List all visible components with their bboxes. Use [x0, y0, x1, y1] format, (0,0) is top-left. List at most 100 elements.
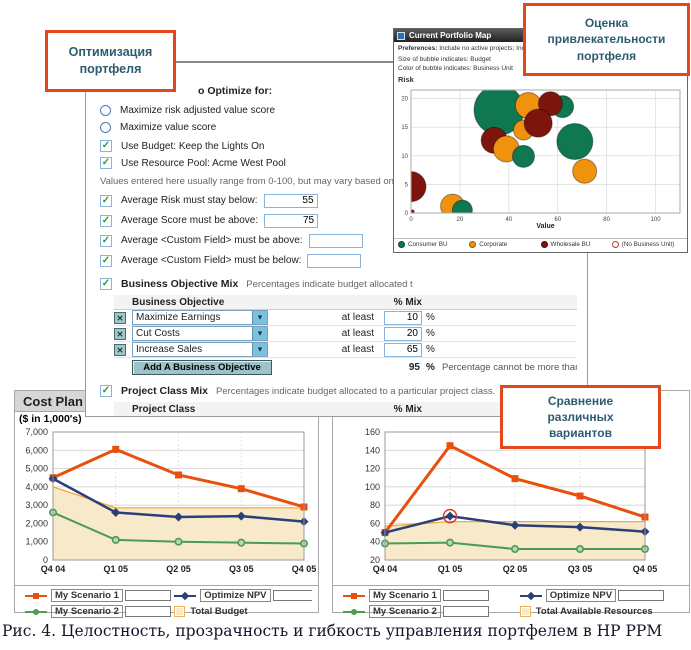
- chevron-down-icon[interactable]: ▾: [252, 327, 267, 340]
- checkbox-row-resource-pool[interactable]: ✓ Use Resource Pool: Acme West Pool: [100, 156, 587, 170]
- svg-text:1,000: 1,000: [25, 537, 48, 547]
- legend-optimize-npv[interactable]: Optimize NPV: [174, 589, 312, 602]
- darkred-dot-icon: [540, 241, 548, 248]
- chevron-down-icon[interactable]: ▾: [252, 343, 267, 356]
- add-business-objective-button[interactable]: Add A Business Objective: [132, 359, 272, 375]
- checkbox[interactable]: ✓: [100, 194, 112, 207]
- window-title: Current Portfolio Map: [409, 31, 492, 40]
- svg-text:40: 40: [370, 537, 380, 547]
- constraint-label: Average <Custom Field> must be above:: [121, 235, 303, 246]
- objective-select[interactable]: Cut Costs ▾: [132, 326, 268, 341]
- cost-plan-units: ($ in 1,000's): [19, 413, 82, 425]
- checkbox[interactable]: ✓: [100, 254, 112, 267]
- svg-text:Q1 05: Q1 05: [103, 564, 128, 574]
- radio-button[interactable]: [100, 121, 111, 133]
- legend-scenario2[interactable]: My Scenario 2: [25, 605, 174, 618]
- bo-mix-table: Business Objective % Mix ✕ Maximize Earn…: [114, 295, 577, 376]
- mix-percent-input[interactable]: [384, 310, 422, 325]
- checkbox-row-budget[interactable]: ✓ Use Budget: Keep the Lights On: [100, 139, 587, 153]
- table-header: Project Class % Mix: [114, 402, 577, 416]
- highlight-ring: [442, 508, 458, 524]
- chevron-down-icon[interactable]: ▾: [252, 311, 267, 324]
- svg-text:0: 0: [43, 555, 48, 565]
- svg-text:160: 160: [365, 427, 380, 437]
- legend-scenario1[interactable]: My Scenario 1: [343, 589, 520, 602]
- checkbox[interactable]: ✓: [100, 234, 112, 247]
- constraint-input[interactable]: [264, 213, 319, 228]
- cost-plan-legend-left: My Scenario 1 Optimize NPV My Scenario 2…: [15, 585, 318, 618]
- svg-text:Q4 04: Q4 04: [373, 564, 398, 574]
- objective-select[interactable]: Increase Sales ▾: [132, 342, 268, 357]
- bubble-color-line: Color of bubble indicates: Business Unit: [398, 65, 513, 72]
- mix-percent-input[interactable]: [384, 326, 422, 341]
- svg-text:20: 20: [401, 97, 408, 103]
- legend-label: Total Budget: [190, 606, 248, 617]
- checkbox[interactable]: ✓: [100, 157, 112, 169]
- svg-text:3,000: 3,000: [25, 500, 48, 510]
- legend-scenario2[interactable]: My Scenario 2: [343, 605, 520, 618]
- checkbox[interactable]: ✓: [100, 214, 112, 227]
- annotation-variant-comparison: Сравнение различных вариантов: [500, 385, 661, 449]
- scenario1-marker-icon: [25, 591, 47, 600]
- portfolio-bubble: [556, 122, 594, 160]
- percent-sign: %: [426, 344, 435, 355]
- legend-label: My Scenario 2: [51, 605, 123, 618]
- cost-plan-chart-left: 0 1,000 2,000 3,000 4,000 5,000 6,000 7,000 Q4 0…: [25, 427, 316, 574]
- objective-select[interactable]: Maximize Earnings ▾: [132, 310, 268, 325]
- legend-optimize-npv[interactable]: Optimize NPV: [519, 589, 683, 602]
- svg-text:0: 0: [405, 211, 409, 217]
- scenario-name-box[interactable]: [124, 606, 171, 617]
- budget-swatch-icon: [174, 606, 186, 617]
- legend-corporate: Corporate: [469, 241, 540, 248]
- scenario-name-box[interactable]: [442, 590, 489, 601]
- total-percent: 95: [408, 361, 420, 373]
- checkbox[interactable]: ✓: [100, 140, 112, 152]
- delete-row-icon[interactable]: ✕: [114, 343, 126, 356]
- constraint-input[interactable]: [307, 253, 362, 268]
- checkbox-label: Use Budget: Keep the Lights On: [121, 140, 265, 152]
- portfolio-bubble: [411, 209, 415, 213]
- pc-mix-table: Project Class % Mix ✕ Transformational▾ …: [114, 402, 577, 416]
- scenario-name-box[interactable]: [618, 590, 665, 601]
- npv-marker-icon: [519, 591, 542, 600]
- mix-percent-input[interactable]: [384, 342, 422, 357]
- radio-label: Maximize value score: [120, 121, 217, 133]
- svg-text:60: 60: [370, 518, 380, 528]
- constraint-input[interactable]: [263, 193, 318, 208]
- cost-plan-chart-right: 20 40 60 80 100 120 140 160 Q4 04 Q1 05 Q2 05 Q3 05…: [365, 427, 658, 574]
- portfolio-bubble: [523, 108, 553, 138]
- svg-text:Q4 05: Q4 05: [633, 564, 658, 574]
- bo-add-row: Add A Business Objective 95 % Percentage…: [114, 358, 577, 376]
- scenario1-marker-icon: [343, 591, 365, 600]
- percent-sign: %: [426, 312, 435, 323]
- legend-total-resources: Total Available Resources: [519, 605, 683, 618]
- checkbox[interactable]: ✓: [100, 278, 112, 290]
- scenario-name-box[interactable]: [272, 590, 312, 601]
- table-row: ✕ Maximize Earnings▾ at least %: [114, 310, 577, 326]
- green-dot-icon: [398, 241, 405, 248]
- constraint-input[interactable]: [308, 233, 363, 248]
- svg-text:5,000: 5,000: [25, 464, 48, 474]
- delete-row-icon[interactable]: ✕: [114, 311, 126, 324]
- svg-text:Q2 05: Q2 05: [503, 564, 528, 574]
- bo-mix-header: ✓ Business Objective Mix Percentages ind…: [100, 277, 587, 291]
- window-icon: [397, 31, 405, 40]
- legend-scenario1[interactable]: My Scenario 1: [25, 589, 174, 602]
- svg-text:140: 140: [365, 445, 380, 455]
- bubble-legend: Consumer BU Corporate Wholesale BU (No B…: [394, 238, 687, 250]
- annotation-portfolio-attractiveness: Оценка привлекательности портфеля: [523, 3, 690, 76]
- scenario-name-box[interactable]: [442, 606, 489, 617]
- svg-text:20: 20: [457, 217, 464, 223]
- scenario-name-box[interactable]: [124, 590, 171, 601]
- checkbox[interactable]: ✓: [100, 385, 112, 397]
- column-header: % Mix: [393, 296, 422, 308]
- radio-row-risk-adjusted[interactable]: Maximize risk adjusted value score: [100, 103, 587, 117]
- radio-row-value-score[interactable]: Maximize value score: [100, 120, 587, 134]
- figure-caption: Рис. 4. Целостность, прозрачность и гибк…: [2, 622, 663, 640]
- radio-button[interactable]: [100, 104, 111, 116]
- orange-dot-icon: [469, 241, 477, 248]
- qualifier-label: at least: [341, 344, 374, 355]
- svg-text:60: 60: [554, 217, 561, 223]
- portfolio-bubble: [537, 91, 563, 117]
- delete-row-icon[interactable]: ✕: [114, 327, 126, 340]
